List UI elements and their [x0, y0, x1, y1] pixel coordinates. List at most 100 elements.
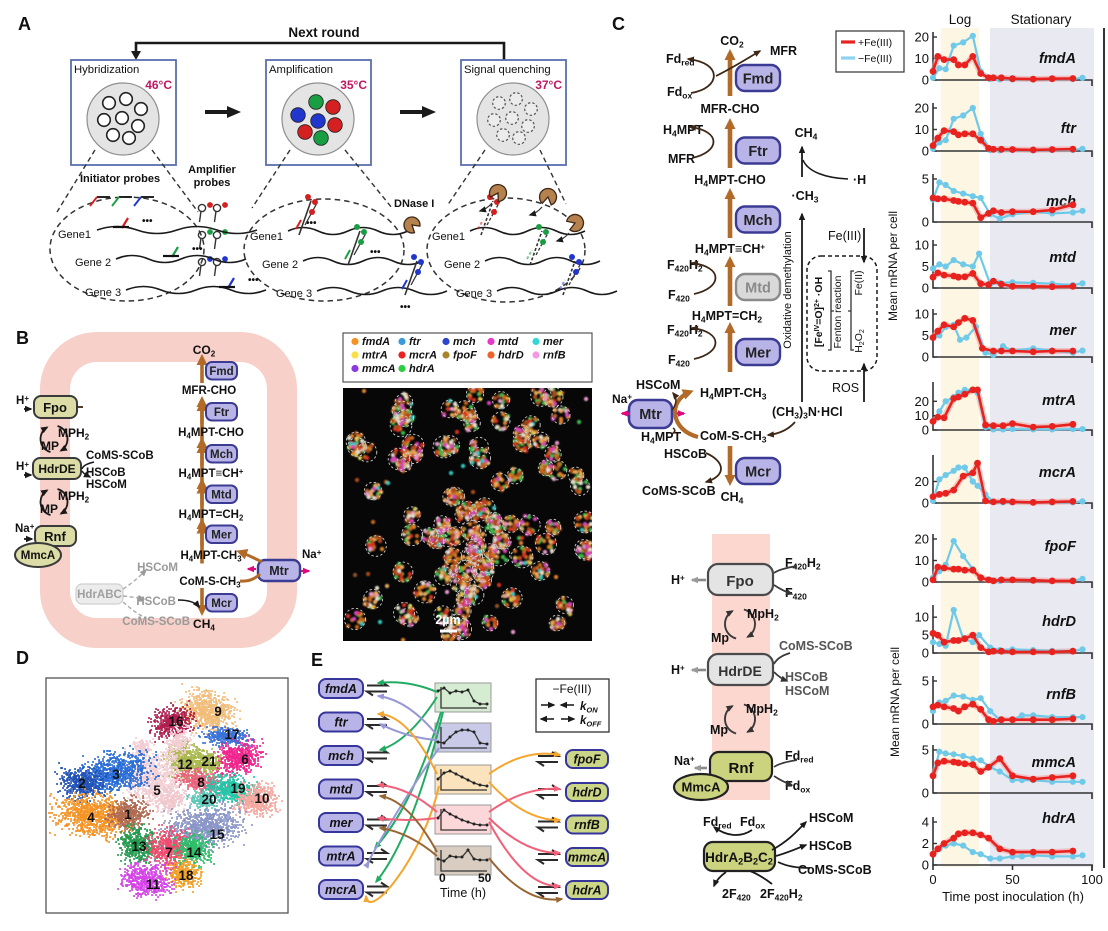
svg-text:CoM-S-CH3: CoM-S-CH3 [700, 429, 767, 445]
svg-text:fpoF: fpoF [453, 350, 477, 362]
svg-text:•••: ••• [370, 247, 381, 258]
svg-text:H4MPT≡CH+: H4MPT≡CH+ [179, 467, 244, 482]
svg-text:mtd: mtd [498, 336, 518, 348]
svg-text:mcrA: mcrA [409, 350, 437, 362]
svg-text:15: 15 [209, 827, 225, 842]
svg-text:Stationary: Stationary [1011, 12, 1072, 27]
svg-text:Mp: Mp [711, 631, 729, 645]
svg-text:Gene1: Gene1 [250, 231, 283, 243]
svg-text:CoMS-SCoB: CoMS-SCoB [798, 863, 872, 877]
svg-text:−Fe(III): −Fe(III) [552, 682, 591, 696]
svg-text:Mtr: Mtr [269, 564, 289, 578]
svg-text:HdrDE: HdrDE [38, 462, 75, 476]
svg-text:MpH2: MpH2 [747, 607, 779, 623]
svg-text:•••: ••• [142, 216, 153, 227]
svg-text:MP: MP [40, 502, 58, 516]
svg-text:2: 2 [78, 776, 86, 791]
svg-text:A: A [18, 14, 31, 34]
svg-text:0: 0 [922, 575, 929, 590]
svg-text:[FeIV=O]2+ ·OH: [FeIV=O]2+ ·OH [813, 277, 825, 347]
svg-text:5: 5 [922, 259, 929, 274]
svg-text:5: 5 [922, 628, 929, 643]
svg-text:mch: mch [453, 336, 476, 348]
svg-text:50: 50 [1005, 872, 1019, 887]
svg-text:Mch: Mch [744, 213, 773, 229]
svg-text:Hybridization: Hybridization [74, 64, 139, 76]
svg-text:0: 0 [929, 872, 936, 887]
svg-text:HSCoB: HSCoB [809, 839, 852, 853]
svg-text:·H: ·H [853, 173, 866, 187]
svg-text:mcrA: mcrA [325, 883, 357, 897]
svg-text:HSCoB: HSCoB [785, 670, 828, 684]
svg-text:H4MPT≡CH+: H4MPT≡CH+ [695, 242, 766, 258]
svg-text:20: 20 [201, 792, 216, 807]
svg-text:HSCoM: HSCoM [86, 479, 127, 491]
svg-text:Gene 3: Gene 3 [456, 288, 492, 300]
svg-text:HSCoB: HSCoB [664, 447, 707, 461]
svg-text:B: B [16, 328, 29, 348]
svg-text:100: 100 [1081, 872, 1103, 887]
svg-text:mmcA: mmcA [1032, 755, 1076, 771]
svg-text:Next round: Next round [288, 25, 359, 40]
svg-text:H2O2: H2O2 [853, 329, 866, 353]
svg-text:Amplifier: Amplifier [188, 164, 236, 176]
svg-text:MFR: MFR [770, 44, 797, 58]
svg-text:hdrD: hdrD [1042, 614, 1076, 630]
svg-text:ROS: ROS [832, 381, 859, 395]
svg-text:0: 0 [922, 423, 929, 438]
svg-text:fmdA: fmdA [362, 336, 390, 348]
svg-text:•••: ••• [192, 244, 203, 255]
svg-text:MpH2: MpH2 [746, 702, 778, 718]
svg-text:Fe(II): Fe(II) [853, 270, 865, 295]
svg-text:mer: mer [1049, 323, 1077, 339]
svg-text:10: 10 [915, 553, 929, 568]
svg-text:Ftr: Ftr [214, 407, 230, 419]
svg-text:Gene 2: Gene 2 [262, 259, 298, 271]
svg-text:CO2: CO2 [720, 34, 744, 50]
svg-text:16: 16 [168, 714, 184, 729]
svg-text:mmcA: mmcA [568, 851, 606, 865]
svg-text:Gene 2: Gene 2 [444, 259, 480, 271]
svg-text:10: 10 [915, 51, 929, 66]
svg-text:−Fe(III): −Fe(III) [858, 53, 892, 65]
svg-text:mtrA: mtrA [362, 350, 388, 362]
svg-text:9: 9 [214, 704, 222, 719]
svg-text:H4MPT-CHO: H4MPT-CHO [178, 427, 244, 441]
svg-text:50: 50 [478, 871, 492, 885]
svg-text:Gene 2: Gene 2 [75, 257, 111, 269]
svg-text:Fe(III): Fe(III) [828, 229, 861, 243]
svg-text:4: 4 [87, 810, 95, 825]
svg-text:Time (h): Time (h) [440, 886, 486, 900]
svg-text:3: 3 [112, 767, 120, 782]
svg-text:20: 20 [915, 474, 929, 489]
svg-text:Mer: Mer [211, 530, 232, 542]
svg-text:CoMS-SCoB: CoMS-SCoB [779, 639, 853, 653]
svg-text:CH4: CH4 [795, 126, 818, 142]
svg-text:MP: MP [41, 439, 59, 453]
svg-text:CoMS-SCoB: CoMS-SCoB [122, 616, 190, 628]
svg-text:fmdA: fmdA [325, 682, 357, 696]
svg-text:2F420H2: 2F420H2 [760, 887, 803, 903]
svg-text:0: 0 [922, 717, 929, 732]
svg-text:+Fe(III): +Fe(III) [858, 37, 892, 49]
svg-text:(CH3)3N·HCl: (CH3)3N·HCl [772, 405, 843, 421]
svg-text:Mch: Mch [210, 449, 233, 461]
svg-text:5: 5 [922, 172, 929, 187]
svg-text:HSCoM: HSCoM [809, 811, 853, 825]
svg-text:Rnf: Rnf [44, 529, 66, 544]
svg-text:fpoF: fpoF [573, 753, 600, 767]
svg-text:20: 20 [915, 532, 929, 547]
svg-text:0: 0 [922, 646, 929, 661]
svg-text:Amplification: Amplification [269, 64, 333, 76]
svg-text:CO2: CO2 [193, 343, 216, 359]
svg-text:hdrA: hdrA [572, 884, 601, 898]
svg-text:7: 7 [165, 845, 173, 860]
svg-text:CoMS-SCoB: CoMS-SCoB [642, 484, 716, 498]
svg-text:HSCoM: HSCoM [636, 378, 680, 392]
svg-text:hdrD: hdrD [572, 786, 601, 800]
svg-text:ftr: ftr [1061, 121, 1078, 137]
svg-text:0: 0 [439, 871, 446, 885]
svg-text:HSCoM: HSCoM [137, 562, 178, 574]
svg-text:17: 17 [224, 727, 239, 742]
svg-text:Na+: Na+ [612, 392, 632, 406]
